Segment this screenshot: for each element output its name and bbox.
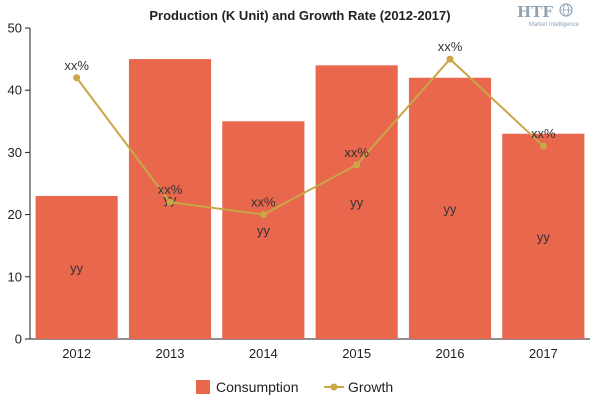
bar-consumption-2016 <box>408 77 492 339</box>
x-tick-label: 2017 <box>529 346 558 361</box>
y-tick-label: 0 <box>15 332 22 347</box>
y-tick-label: 40 <box>8 83 22 98</box>
growth-point-2012 <box>73 74 81 82</box>
bar-data-label: yy <box>537 229 551 244</box>
y-tick-label: 50 <box>8 21 22 36</box>
growth-point-2016 <box>446 55 454 63</box>
x-tick-label: 2015 <box>342 346 371 361</box>
htf-logo: HTF Market Intelligence <box>517 3 580 28</box>
growth-point-2014 <box>259 211 267 219</box>
bar-consumption-2014 <box>222 121 305 339</box>
logo-text: HTF <box>517 3 553 21</box>
legend-swatch-growth-marker <box>330 383 338 391</box>
logo-subtitle: Market Intelligence <box>529 22 580 28</box>
bar-consumption-2012 <box>35 195 118 339</box>
x-tick-label: 2013 <box>156 346 185 361</box>
growth-data-label: xx% <box>438 39 463 54</box>
legend-swatch-consumption <box>196 380 210 394</box>
y-axis-ticks: 0 10 20 30 40 50 <box>8 21 30 347</box>
y-tick-label: 20 <box>8 207 22 222</box>
legend-label-growth: Growth <box>348 379 393 395</box>
x-tick-label: 2014 <box>249 346 278 361</box>
bar-data-label: yy <box>70 260 84 275</box>
consumption-bars <box>35 59 585 339</box>
growth-point-2015 <box>353 161 361 169</box>
growth-data-label: xx% <box>344 145 369 160</box>
bar-data-label: yy <box>257 223 271 238</box>
globe-icon <box>559 3 573 17</box>
x-tick-label: 2012 <box>62 346 91 361</box>
y-tick-label: 10 <box>8 269 22 284</box>
growth-data-label: xx% <box>64 58 89 73</box>
y-tick-label: 30 <box>8 145 22 160</box>
legend: Consumption Growth <box>196 379 393 395</box>
growth-data-label: xx% <box>158 182 183 197</box>
bar-data-label: yy <box>350 195 364 210</box>
growth-line-series: xx% xx% xx% xx% xx% xx% <box>64 39 556 219</box>
bar-data-label: yy <box>444 201 458 216</box>
x-tick-label: 2016 <box>436 346 465 361</box>
growth-data-label: xx% <box>531 126 556 141</box>
x-axis-ticks: 2012 2013 2014 2015 2016 2017 <box>62 346 558 361</box>
growth-point-2013 <box>166 198 174 206</box>
bar-consumption-2017 <box>502 133 585 339</box>
growth-line <box>75 57 545 216</box>
bar-consumption-2015 <box>315 65 398 339</box>
legend-label-consumption: Consumption <box>216 379 299 395</box>
growth-data-label: xx% <box>251 195 276 210</box>
chart-title: Production (K Unit) and Growth Rate (201… <box>149 8 450 23</box>
growth-point-2017 <box>539 142 547 150</box>
